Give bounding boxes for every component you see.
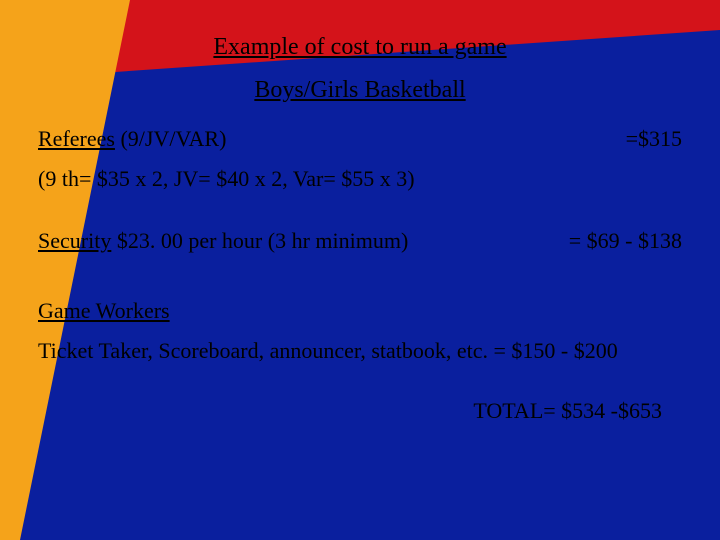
referees-label: Referees [38,126,115,151]
workers-label-line: Game Workers [38,298,682,324]
workers-label: Game Workers [38,298,170,323]
workers-detail: Ticket Taker, Scoreboard, announcer, sta… [38,338,682,364]
slide: Example of cost to run a game Boys/Girls… [0,0,720,540]
referees-detail: (9/JV/VAR) [115,126,226,151]
security-left: Security $23. 00 per hour (3 hr minimum) [38,228,408,254]
referees-left: Referees (9/JV/VAR) [38,126,226,152]
referees-row: Referees (9/JV/VAR) =$315 [38,126,682,152]
security-cost: = $69 - $138 [569,228,682,254]
security-label: Security [38,228,111,253]
slide-subtitle: Boys/Girls Basketball [38,77,682,104]
security-detail: $23. 00 per hour (3 hr minimum) [111,228,408,253]
slide-title: Example of cost to run a game [38,34,682,61]
total-line: TOTAL= $534 -$653 [38,398,682,424]
referees-cost: =$315 [626,126,682,152]
referees-breakdown: (9 th= $35 x 2, JV= $40 x 2, Var= $55 x … [38,166,682,192]
security-row: Security $23. 00 per hour (3 hr minimum)… [38,228,682,254]
content: Example of cost to run a game Boys/Girls… [0,0,720,540]
